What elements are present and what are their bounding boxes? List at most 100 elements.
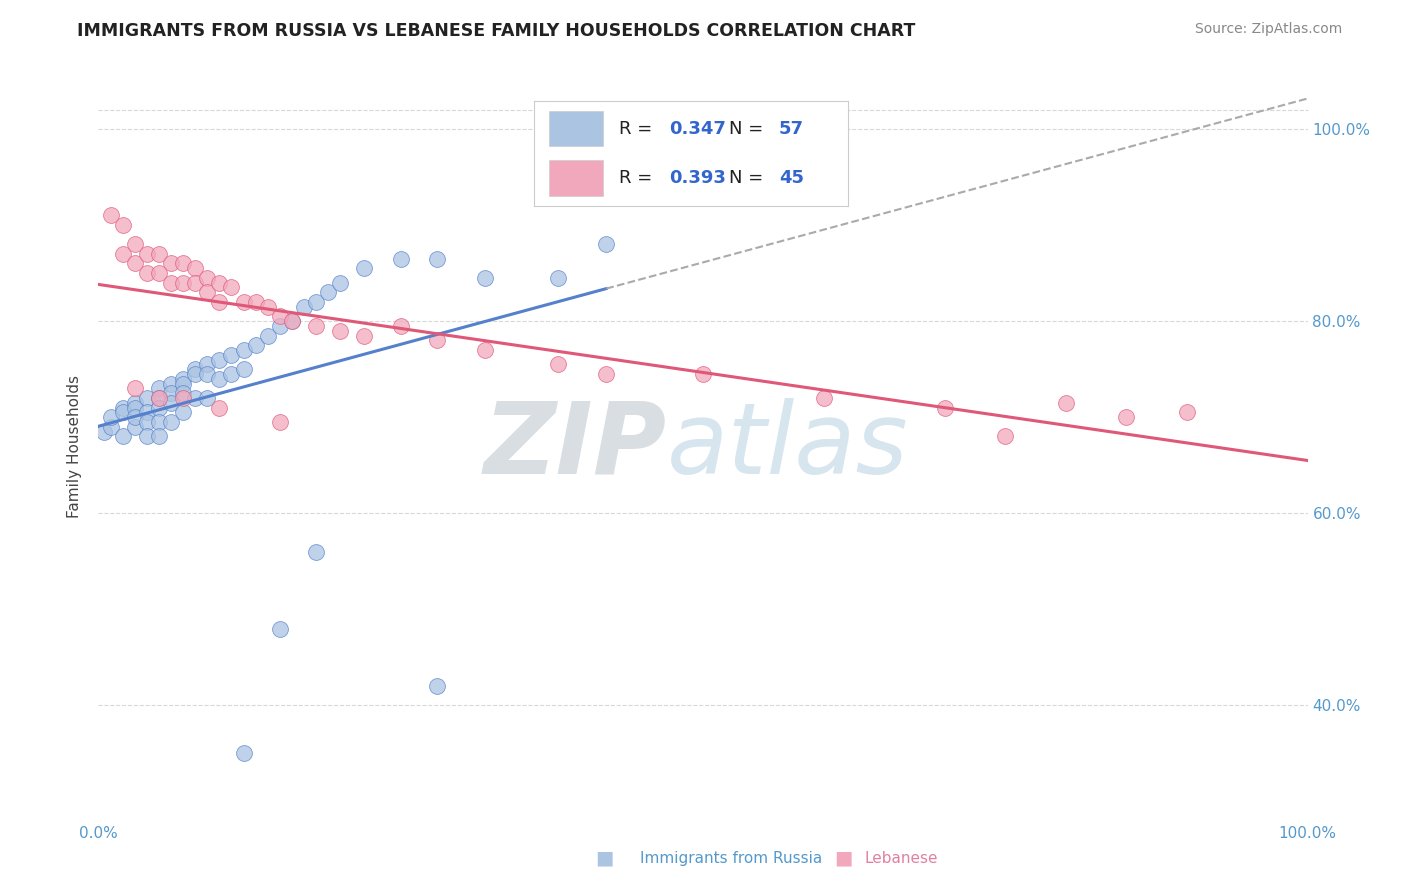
- Point: [148, 391, 170, 405]
- Text: ZIP: ZIP: [484, 398, 666, 494]
- Point: [389, 318, 412, 333]
- Point: [111, 218, 134, 232]
- Point: [135, 415, 157, 429]
- Point: [269, 622, 291, 636]
- Point: [232, 362, 254, 376]
- Point: [389, 252, 412, 266]
- Point: [184, 367, 207, 381]
- Point: [124, 401, 146, 415]
- Point: [124, 396, 146, 410]
- Point: [1175, 405, 1198, 419]
- Point: [269, 310, 291, 324]
- Point: [195, 357, 218, 371]
- Point: [172, 391, 194, 405]
- Point: [135, 405, 157, 419]
- Point: [281, 314, 304, 328]
- Point: [329, 276, 352, 290]
- Point: [124, 381, 146, 395]
- Point: [148, 401, 170, 415]
- Point: [172, 376, 194, 391]
- Point: [148, 415, 170, 429]
- Point: [305, 294, 328, 309]
- Text: ■: ■: [595, 848, 614, 867]
- Point: [111, 429, 134, 443]
- Point: [148, 247, 170, 261]
- Point: [160, 415, 183, 429]
- Text: IMMIGRANTS FROM RUSSIA VS LEBANESE FAMILY HOUSEHOLDS CORRELATION CHART: IMMIGRANTS FROM RUSSIA VS LEBANESE FAMIL…: [77, 22, 915, 40]
- Point: [329, 324, 352, 338]
- Point: [245, 338, 267, 352]
- Point: [353, 261, 375, 276]
- Point: [208, 372, 231, 386]
- Point: [172, 276, 194, 290]
- Point: [148, 266, 170, 280]
- Point: [292, 300, 315, 314]
- Point: [172, 372, 194, 386]
- Point: [208, 352, 231, 367]
- Point: [994, 429, 1017, 443]
- Point: [208, 276, 231, 290]
- Point: [135, 391, 157, 405]
- Point: [426, 334, 449, 348]
- Point: [426, 679, 449, 693]
- Point: [160, 276, 183, 290]
- Point: [124, 410, 146, 425]
- Point: [100, 419, 122, 434]
- Point: [148, 381, 170, 395]
- Point: [160, 396, 183, 410]
- Point: [195, 367, 218, 381]
- Point: [426, 252, 449, 266]
- Point: [692, 367, 714, 381]
- Point: [111, 401, 134, 415]
- Point: [148, 391, 170, 405]
- Point: [124, 419, 146, 434]
- Point: [245, 294, 267, 309]
- Point: [93, 425, 115, 439]
- Point: [316, 285, 339, 300]
- Point: [1115, 410, 1137, 425]
- Point: [160, 256, 183, 270]
- Point: [208, 294, 231, 309]
- Point: [172, 256, 194, 270]
- Text: atlas: atlas: [666, 398, 908, 494]
- Point: [111, 247, 134, 261]
- Point: [353, 328, 375, 343]
- Point: [184, 362, 207, 376]
- Point: [195, 391, 218, 405]
- Point: [232, 747, 254, 761]
- Text: Lebanese: Lebanese: [865, 852, 938, 866]
- Y-axis label: Family Households: Family Households: [67, 375, 83, 517]
- Point: [232, 343, 254, 357]
- Point: [135, 266, 157, 280]
- Point: [124, 256, 146, 270]
- Point: [547, 271, 569, 285]
- Point: [208, 401, 231, 415]
- Point: [160, 386, 183, 401]
- Point: [547, 357, 569, 371]
- Point: [184, 391, 207, 405]
- Point: [195, 285, 218, 300]
- Text: ■: ■: [834, 848, 853, 867]
- Point: [195, 271, 218, 285]
- Point: [595, 237, 617, 252]
- Point: [934, 401, 956, 415]
- Point: [172, 386, 194, 401]
- Point: [221, 367, 243, 381]
- Point: [474, 343, 496, 357]
- Point: [595, 367, 617, 381]
- Point: [100, 209, 122, 223]
- Point: [813, 391, 835, 405]
- Point: [221, 280, 243, 294]
- Text: Immigrants from Russia: Immigrants from Russia: [640, 852, 823, 866]
- Point: [160, 376, 183, 391]
- Point: [269, 318, 291, 333]
- Point: [135, 247, 157, 261]
- Point: [135, 429, 157, 443]
- Point: [305, 318, 328, 333]
- Point: [1054, 396, 1077, 410]
- Point: [124, 237, 146, 252]
- Point: [100, 410, 122, 425]
- Point: [232, 294, 254, 309]
- Point: [184, 261, 207, 276]
- Point: [221, 348, 243, 362]
